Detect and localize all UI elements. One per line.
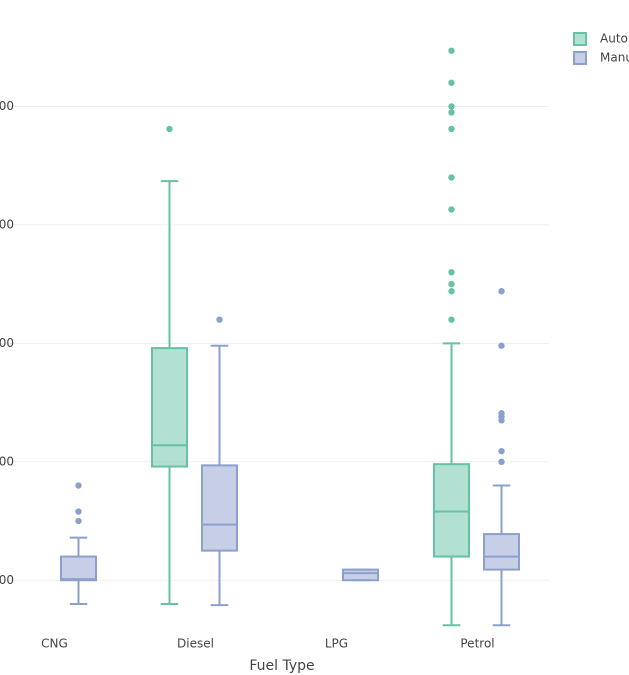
outlier bbox=[448, 125, 455, 133]
outlier bbox=[448, 206, 455, 213]
x-axis-title: Fuel Type bbox=[249, 658, 314, 674]
outlier bbox=[498, 288, 505, 295]
box bbox=[60, 555, 97, 582]
outlier bbox=[75, 508, 82, 515]
box bbox=[342, 568, 379, 582]
box bbox=[151, 347, 188, 468]
box bbox=[483, 533, 520, 571]
outlier bbox=[166, 125, 173, 133]
x-tick-label: Diesel bbox=[177, 637, 214, 651]
outlier bbox=[75, 517, 82, 525]
outlier bbox=[448, 79, 455, 86]
y-tick-label: 200 bbox=[0, 454, 14, 468]
y-tick-label: 100 bbox=[0, 573, 14, 587]
outlier bbox=[216, 316, 223, 323]
legend-label: Automatic bbox=[600, 32, 629, 46]
outlier bbox=[448, 269, 455, 276]
outlier bbox=[498, 447, 505, 455]
legend-swatch bbox=[573, 51, 587, 65]
y-tick-label: 500 bbox=[0, 99, 14, 113]
legend-label: Manual bbox=[600, 51, 629, 65]
outlier bbox=[448, 316, 455, 323]
outlier bbox=[75, 482, 82, 489]
box bbox=[433, 463, 470, 558]
x-tick-label: LPG bbox=[325, 637, 348, 651]
x-tick-label: CNG bbox=[41, 637, 68, 651]
outlier bbox=[448, 109, 455, 116]
y-tick-label: 400 bbox=[0, 217, 14, 231]
x-tick-label: Petrol bbox=[460, 637, 494, 651]
outlier bbox=[448, 280, 455, 288]
outlier bbox=[448, 288, 455, 295]
outlier bbox=[448, 47, 455, 54]
outlier bbox=[448, 174, 455, 181]
outlier bbox=[498, 342, 505, 349]
legend-swatch bbox=[573, 32, 587, 46]
y-tick-label: 300 bbox=[0, 336, 14, 350]
outlier bbox=[498, 458, 505, 466]
outlier bbox=[448, 103, 455, 110]
box bbox=[201, 464, 238, 552]
outlier bbox=[498, 410, 505, 417]
